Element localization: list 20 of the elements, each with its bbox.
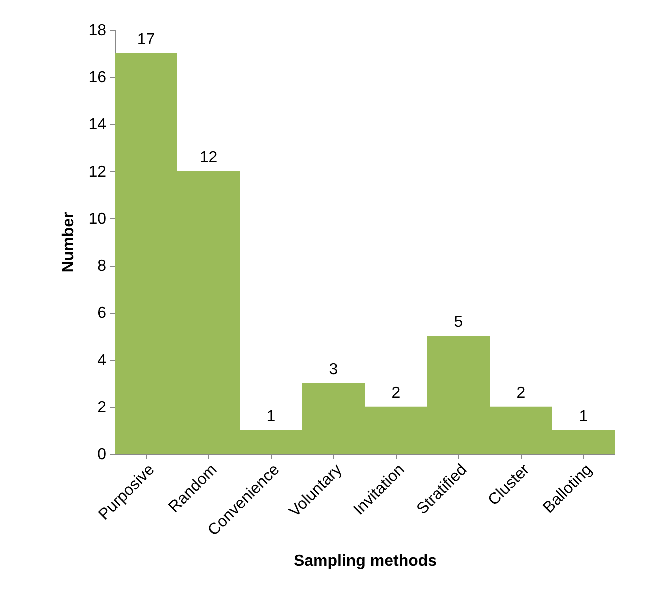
- y-tick-label: 12: [88, 164, 107, 181]
- x-axis-title: Sampling methods: [294, 552, 438, 570]
- data-label: 1: [266, 408, 276, 426]
- y-tick-label: 8: [98, 258, 107, 276]
- y-tick-label: 14: [88, 116, 107, 134]
- y-tick-label: 10: [88, 210, 107, 228]
- y-tick-label: 6: [98, 305, 107, 322]
- data-label: 1: [579, 408, 588, 426]
- data-label: 17: [137, 32, 156, 49]
- data-label: 3: [329, 361, 338, 378]
- y-tick-label: 18: [88, 22, 107, 40]
- data-label: 12: [200, 149, 218, 166]
- data-label: 5: [454, 314, 464, 332]
- y-tick-label: 4: [98, 352, 107, 370]
- data-label: 2: [392, 384, 401, 402]
- y-tick-label: 2: [98, 399, 107, 416]
- data-label: 2: [516, 384, 526, 402]
- y-tick-label: 16: [88, 70, 107, 87]
- y-tick-label: 0: [98, 446, 107, 464]
- y-axis-title: Number: [60, 212, 78, 273]
